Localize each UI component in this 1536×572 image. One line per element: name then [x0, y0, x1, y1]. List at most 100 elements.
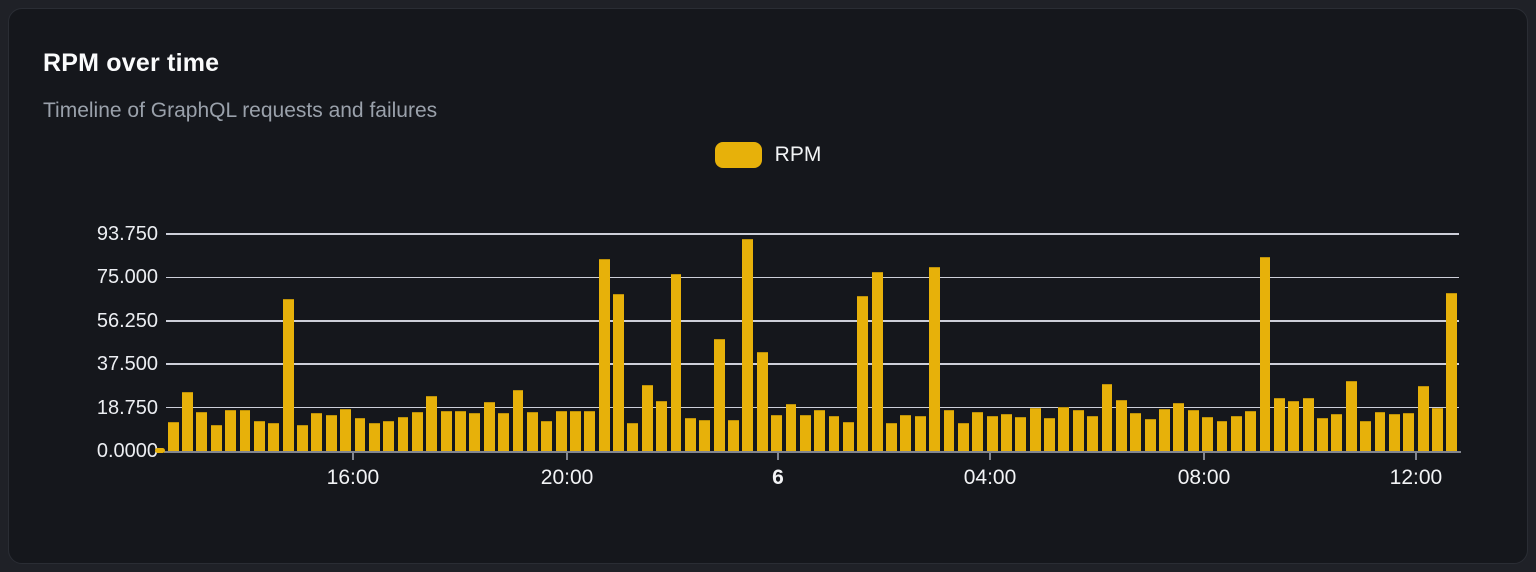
bar[interactable]: [699, 419, 711, 451]
bar[interactable]: [857, 295, 869, 451]
bar[interactable]: [627, 422, 639, 451]
bar[interactable]: [1288, 400, 1300, 451]
bar[interactable]: [1101, 384, 1113, 451]
bar[interactable]: [282, 299, 294, 451]
bar[interactable]: [1130, 413, 1142, 451]
bar[interactable]: [440, 411, 452, 451]
bar[interactable]: [1273, 397, 1285, 451]
legend-item-rpm[interactable]: RPM: [714, 142, 822, 168]
bar[interactable]: [814, 410, 826, 451]
legend-swatch-icon: [714, 142, 762, 168]
bar[interactable]: [842, 422, 854, 451]
bar[interactable]: [196, 412, 208, 451]
bar[interactable]: [1072, 409, 1084, 451]
bar[interactable]: [1216, 421, 1228, 451]
bar[interactable]: [253, 421, 265, 451]
bar[interactable]: [311, 412, 323, 451]
bar[interactable]: [1317, 418, 1328, 451]
bar[interactable]: [1302, 398, 1314, 451]
bar[interactable]: [598, 258, 610, 451]
bar[interactable]: [570, 410, 581, 451]
bar[interactable]: [1001, 413, 1012, 451]
bar[interactable]: [1388, 413, 1400, 451]
bar[interactable]: [785, 404, 797, 451]
bar[interactable]: [1173, 402, 1185, 451]
bar[interactable]: [957, 423, 969, 451]
bar[interactable]: [225, 409, 237, 451]
bar[interactable]: [1360, 421, 1372, 451]
bar[interactable]: [1029, 408, 1041, 451]
bar[interactable]: [713, 338, 725, 451]
bar[interactable]: [1259, 256, 1271, 451]
bar[interactable]: [986, 416, 998, 451]
y-tick-label: 37.500: [96, 353, 158, 376]
bar[interactable]: [1159, 409, 1170, 451]
bar[interactable]: [584, 410, 596, 451]
bar[interactable]: [656, 400, 668, 451]
x-tick-mark: [351, 451, 354, 460]
bar[interactable]: [455, 410, 466, 451]
bar[interactable]: [383, 421, 395, 451]
bar[interactable]: [1432, 408, 1443, 451]
bar[interactable]: [268, 423, 280, 451]
bar[interactable]: [828, 416, 840, 451]
bar[interactable]: [512, 390, 524, 451]
x-tick-mark: [1414, 451, 1417, 460]
bar[interactable]: [182, 391, 193, 451]
bar[interactable]: [929, 266, 941, 451]
bar[interactable]: [1446, 292, 1458, 451]
bar[interactable]: [1115, 400, 1127, 451]
bar[interactable]: [972, 412, 984, 451]
bar[interactable]: [1345, 380, 1357, 451]
x-tick-mark: [989, 451, 992, 460]
bar[interactable]: [526, 412, 538, 451]
bar[interactable]: [1245, 411, 1257, 451]
bar[interactable]: [886, 423, 897, 451]
bar[interactable]: [756, 351, 768, 451]
bar[interactable]: [1015, 416, 1027, 451]
gridline: [166, 276, 1459, 279]
bar[interactable]: [641, 385, 653, 451]
bar[interactable]: [1187, 410, 1199, 451]
bar[interactable]: [239, 410, 251, 451]
bar[interactable]: [684, 417, 696, 451]
bar[interactable]: [167, 422, 179, 451]
bar[interactable]: [155, 448, 165, 453]
bar[interactable]: [541, 421, 553, 451]
bar[interactable]: [368, 422, 380, 451]
bar[interactable]: [498, 413, 510, 451]
bar[interactable]: [871, 272, 883, 451]
bar[interactable]: [742, 239, 754, 451]
bar[interactable]: [613, 293, 624, 451]
bar[interactable]: [325, 415, 337, 451]
bar[interactable]: [469, 413, 481, 451]
bar[interactable]: [210, 425, 222, 451]
bar[interactable]: [670, 274, 682, 451]
bar[interactable]: [943, 409, 955, 451]
bar[interactable]: [1058, 406, 1070, 451]
bar[interactable]: [1044, 417, 1055, 451]
bar[interactable]: [340, 409, 351, 451]
bar[interactable]: [1230, 416, 1242, 451]
bar[interactable]: [1417, 386, 1429, 451]
bar[interactable]: [397, 416, 409, 451]
bar[interactable]: [1374, 412, 1386, 451]
bar[interactable]: [1331, 414, 1343, 451]
bar[interactable]: [771, 414, 782, 451]
bar[interactable]: [483, 402, 495, 451]
bar[interactable]: [1087, 415, 1099, 451]
bar[interactable]: [799, 414, 811, 451]
bar[interactable]: [900, 414, 912, 451]
legend: RPM: [9, 142, 1527, 168]
bar[interactable]: [426, 396, 438, 451]
bar[interactable]: [1403, 413, 1415, 451]
bar[interactable]: [354, 417, 366, 451]
bar[interactable]: [1202, 417, 1213, 451]
bar[interactable]: [728, 419, 739, 451]
bar[interactable]: [411, 412, 423, 451]
bar[interactable]: [1144, 418, 1156, 451]
bar[interactable]: [297, 424, 308, 451]
bar[interactable]: [555, 410, 567, 451]
bar[interactable]: [914, 416, 926, 451]
legend-label: RPM: [774, 143, 822, 166]
